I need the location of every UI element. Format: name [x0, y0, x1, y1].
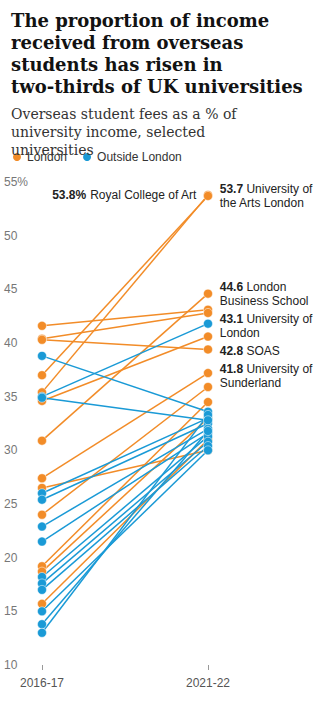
- svg-text:40: 40: [4, 336, 18, 350]
- svg-text:20: 20: [4, 551, 18, 565]
- svg-text:Business School: Business School: [220, 294, 309, 308]
- svg-text:students has risen in: students has risen in: [11, 54, 229, 75]
- svg-text:2016-17: 2016-17: [20, 676, 64, 690]
- svg-text:25: 25: [4, 497, 18, 511]
- svg-text:53.8%: 53.8%: [52, 188, 86, 202]
- svg-text:53.7: 53.7: [220, 182, 244, 196]
- svg-text:Outside London: Outside London: [97, 150, 182, 164]
- svg-text:London: London: [243, 280, 286, 294]
- svg-text:university income, selected: university income, selected: [11, 124, 210, 140]
- svg-text:44.6: 44.6: [220, 280, 244, 294]
- svg-text:35: 35: [4, 390, 18, 404]
- svg-text:Overseas student fees as a % o: Overseas student fees as a % of: [11, 106, 241, 122]
- svg-text:Royal College of Art: Royal College of Art: [87, 188, 197, 202]
- svg-text:the Arts London: the Arts London: [220, 196, 304, 210]
- svg-text:30: 30: [4, 443, 18, 457]
- svg-text:43.1: 43.1: [220, 312, 244, 326]
- svg-text:50: 50: [4, 229, 18, 243]
- svg-text:15: 15: [4, 604, 18, 618]
- svg-text:55%: 55%: [4, 175, 28, 189]
- svg-text:University of: University of: [243, 312, 313, 326]
- svg-text:universities: universities: [11, 142, 94, 158]
- svg-text:London: London: [220, 326, 260, 340]
- svg-text:two-thirds of UK universities: two-thirds of UK universities: [11, 76, 303, 97]
- svg-text:10: 10: [4, 658, 18, 672]
- svg-text:45: 45: [4, 282, 18, 296]
- svg-text:The proportion of income: The proportion of income: [11, 10, 276, 31]
- svg-text:received from overseas: received from overseas: [11, 32, 250, 53]
- svg-text:41.8: 41.8: [220, 362, 244, 376]
- svg-text:42.8: 42.8: [220, 344, 244, 358]
- svg-text:University of: University of: [243, 182, 313, 196]
- svg-text:SOAS: SOAS: [243, 344, 280, 358]
- svg-text:2021-22: 2021-22: [186, 676, 230, 690]
- svg-text:Sunderland: Sunderland: [220, 376, 281, 390]
- svg-text:University of: University of: [243, 362, 313, 376]
